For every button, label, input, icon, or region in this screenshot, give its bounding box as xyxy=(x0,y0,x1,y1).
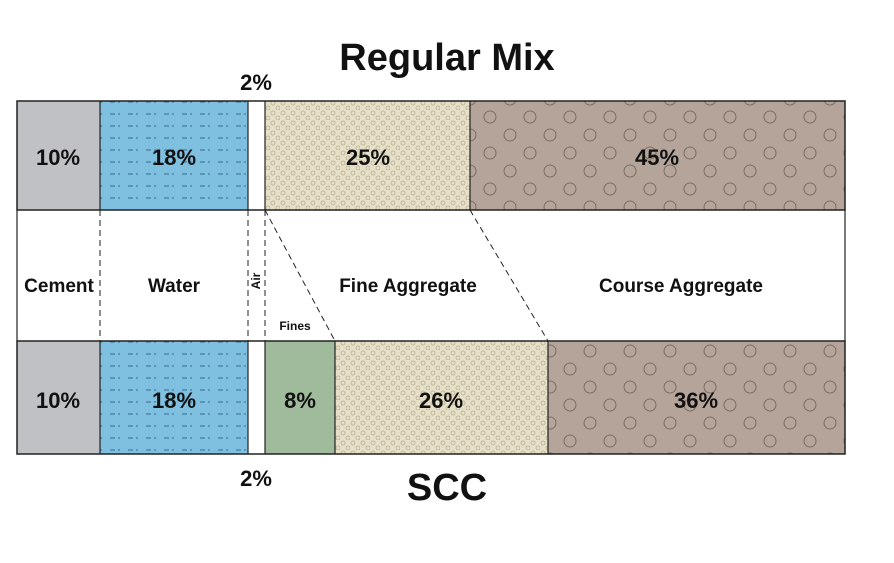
scc-cement-value: 10% xyxy=(36,388,80,413)
regular-cement-segment xyxy=(17,101,100,210)
regular-course-aggregate-value: 45% xyxy=(635,145,679,170)
regular-fine-aggregate-value: 25% xyxy=(346,145,390,170)
regular-water-texture xyxy=(100,101,248,210)
regular-mix-bar: 10% 18% 25% 45% xyxy=(16,100,846,211)
regular-water-value: 18% xyxy=(152,145,196,170)
scc-bar-outline xyxy=(16,340,846,455)
scc-water-texture xyxy=(100,341,248,454)
fines-label: Fines xyxy=(279,319,311,333)
scc-air-percent: 2% xyxy=(240,466,272,491)
scc-cement-segment xyxy=(17,341,100,454)
water-label: Water xyxy=(148,276,201,297)
scc-fines-value: 8% xyxy=(284,388,316,413)
regular-fine-texture xyxy=(265,101,470,210)
cement-label: Cement xyxy=(24,276,94,297)
regular-bar-outline xyxy=(16,100,846,211)
component-labels: Cement Water Air Fines Fine Aggregate Co… xyxy=(16,209,846,342)
regular-cement-value: 10% xyxy=(36,145,80,170)
air-label: Air xyxy=(249,272,263,289)
regular-air-percent: 2% xyxy=(240,70,272,95)
fine-aggregate-label: Fine Aggregate xyxy=(339,276,477,297)
scc-fines-segment xyxy=(265,341,335,454)
scc-title: SCC xyxy=(406,467,488,509)
regular-mix-title: Regular Mix xyxy=(339,37,555,79)
regular-coarse-texture xyxy=(470,101,845,210)
scc-air-segment xyxy=(248,341,265,454)
connector-line xyxy=(264,209,336,342)
scc-water-value: 18% xyxy=(152,388,196,413)
scc-fine-texture xyxy=(335,341,548,454)
course-aggregate-label: Course Aggregate xyxy=(599,276,763,297)
regular-air-segment xyxy=(248,101,265,210)
scc-fine-aggregate-value: 26% xyxy=(419,388,463,413)
scc-coarse-texture xyxy=(548,341,845,454)
scc-course-aggregate-value: 36% xyxy=(674,388,718,413)
connector-line xyxy=(469,209,549,342)
scc-bar: 10% 18% 8% 26% 36% xyxy=(16,340,846,455)
